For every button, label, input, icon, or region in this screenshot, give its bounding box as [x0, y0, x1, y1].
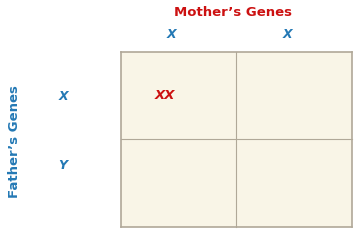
Text: X: X: [58, 90, 68, 103]
Bar: [236, 52, 352, 139]
Bar: [121, 139, 236, 227]
Bar: [236, 139, 352, 227]
Text: X: X: [282, 28, 292, 41]
Text: Mother’s Genes: Mother’s Genes: [174, 6, 292, 19]
Text: Father’s Genes: Father’s Genes: [8, 85, 21, 198]
Text: XX: XX: [155, 89, 175, 102]
Text: Y: Y: [59, 159, 68, 172]
Text: X: X: [167, 28, 176, 41]
Bar: [121, 52, 236, 139]
